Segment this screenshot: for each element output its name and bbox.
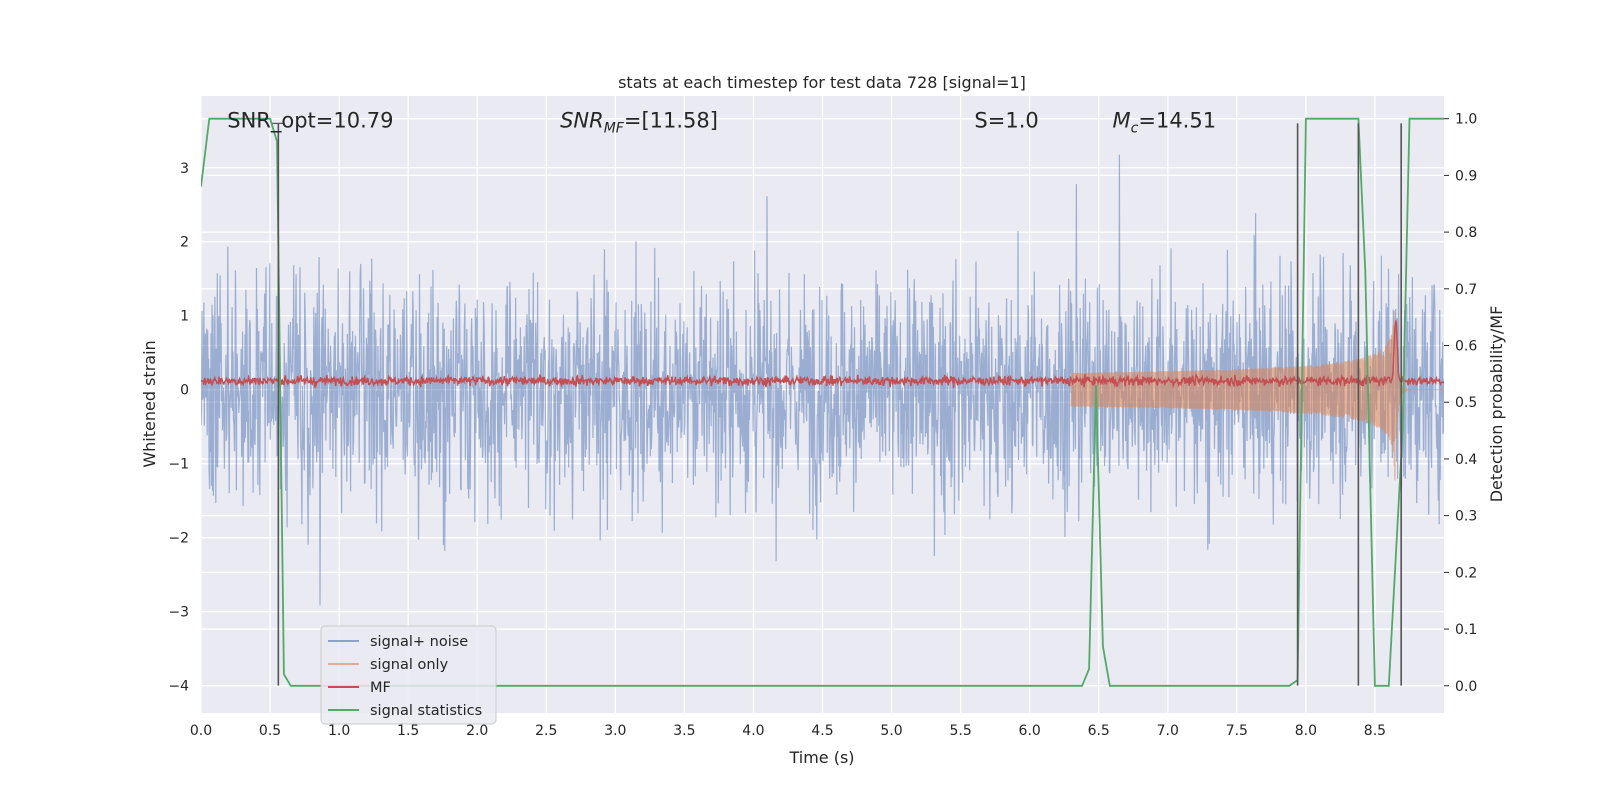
y-tick-label: 1	[180, 309, 189, 325]
series-signal-statistics	[201, 117, 1444, 687]
annotations: SNR_opt=10.79 SNRMF=[11.58] S=1.0 Mc=14.51	[227, 108, 1216, 136]
x-tick-label: 7.5	[1226, 723, 1248, 739]
x-tick-label: 8.5	[1364, 723, 1386, 739]
y-right-tick-labels: 1.0 0.9 0.8 0.7 0.6 0.5 0.4 0.3 0.2 0.1 0.0	[1444, 112, 1477, 695]
chart-title: stats at each timestep for test data 728…	[618, 73, 1026, 92]
x-tick-label: 6.5	[1088, 723, 1110, 739]
legend-label: signal only	[370, 657, 449, 673]
series-signal-noise	[201, 154, 1444, 606]
annotation-3: Mc=14.51	[1113, 108, 1217, 136]
legend-label: signal+ noise	[370, 634, 468, 650]
legend: signal+ noise signal only MF signal statist…	[320, 625, 497, 725]
x-tick-labels: 0.0 0.5 1.0 1.5 2.0 2.5 3.0 3.5 4.0 4.5 5.0 5.5 6.0 6…	[190, 723, 1386, 739]
x-tick-label: 5.5	[949, 723, 971, 739]
y-right-tick-label: 0.7	[1455, 282, 1477, 298]
y-axis-label: Whitened strain	[140, 340, 159, 467]
y-right-tick-label: 0.4	[1455, 452, 1477, 468]
y-right-tick-label: 0.6	[1455, 339, 1477, 355]
y-tick-label: −4	[168, 679, 189, 695]
x-tick-label: 3.0	[604, 723, 626, 739]
y-tick-label: −2	[168, 531, 189, 547]
annotation-0: SNR_opt=10.79	[227, 108, 393, 133]
x-axis-label: Time (s)	[788, 748, 854, 767]
y-tick-label: 2	[180, 235, 189, 251]
series-mf	[201, 320, 1444, 389]
y-right-tick-label: 0.1	[1455, 622, 1477, 638]
y-axis-label-right: Detection probability/MF	[1487, 306, 1506, 503]
y-right-tick-label: 0.0	[1455, 679, 1477, 695]
series-signal-only	[1070, 310, 1444, 481]
y-right-tick-label: 0.3	[1455, 509, 1477, 525]
x-tick-label: 8.0	[1295, 723, 1317, 739]
y-tick-label: −3	[168, 605, 189, 621]
y-right-tick-label: 0.5	[1455, 395, 1477, 411]
y-tick-label: 3	[180, 161, 189, 177]
y-right-tick-label: 0.2	[1455, 565, 1477, 581]
x-tick-label: 0.5	[259, 723, 281, 739]
x-tick-label: 2.0	[466, 723, 488, 739]
x-tick-label: 6.0	[1019, 723, 1041, 739]
y-tick-label: 0	[180, 383, 189, 399]
legend-box	[320, 625, 497, 725]
annotation-1: SNRMF=[11.58]	[560, 108, 718, 136]
series-layer	[201, 117, 1444, 687]
x-tick-label: 1.5	[397, 723, 419, 739]
y-right-tick-label: 1.0	[1455, 112, 1477, 128]
annotation-2: S=1.0	[974, 108, 1038, 132]
x-tick-label: 1.0	[328, 723, 350, 739]
y-right-tick-label: 0.9	[1455, 168, 1477, 184]
y-right-tick-label: 0.8	[1455, 225, 1477, 241]
y-tick-labels: 3 2 1 0 −1 −2 −3 −4	[168, 161, 189, 695]
x-tick-label: 5.0	[880, 723, 902, 739]
legend-label: signal statistics	[370, 703, 482, 719]
legend-label: MF	[370, 680, 391, 696]
x-tick-label: 0.0	[190, 723, 212, 739]
vertical-lines	[272, 122, 1402, 686]
x-tick-label: 3.5	[673, 723, 695, 739]
x-tick-label: 7.0	[1157, 723, 1179, 739]
y-tick-label: −1	[168, 457, 189, 473]
x-tick-label: 4.0	[742, 723, 764, 739]
x-tick-label: 2.5	[535, 723, 557, 739]
x-tick-label: 4.5	[811, 723, 833, 739]
